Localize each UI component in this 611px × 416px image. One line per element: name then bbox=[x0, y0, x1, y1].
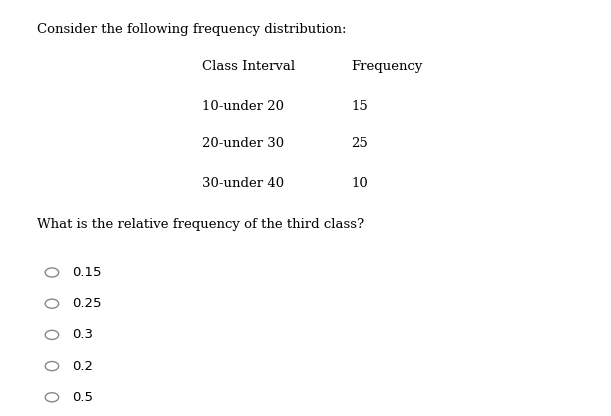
Text: Frequency: Frequency bbox=[351, 60, 423, 73]
Text: Class Interval: Class Interval bbox=[202, 60, 295, 73]
Text: 0.15: 0.15 bbox=[72, 266, 101, 279]
Text: 0.5: 0.5 bbox=[72, 391, 93, 404]
Text: 0.3: 0.3 bbox=[72, 328, 93, 342]
Text: 15: 15 bbox=[351, 100, 368, 113]
Text: 0.25: 0.25 bbox=[72, 297, 101, 310]
Text: 20-under 30: 20-under 30 bbox=[202, 137, 284, 150]
Text: 0.2: 0.2 bbox=[72, 359, 93, 373]
Text: 10-under 20: 10-under 20 bbox=[202, 100, 284, 113]
Text: 25: 25 bbox=[351, 137, 368, 150]
Text: Consider the following frequency distribution:: Consider the following frequency distrib… bbox=[37, 23, 346, 36]
Text: 30-under 40: 30-under 40 bbox=[202, 177, 284, 190]
Text: 10: 10 bbox=[351, 177, 368, 190]
Text: What is the relative frequency of the third class?: What is the relative frequency of the th… bbox=[37, 218, 364, 231]
